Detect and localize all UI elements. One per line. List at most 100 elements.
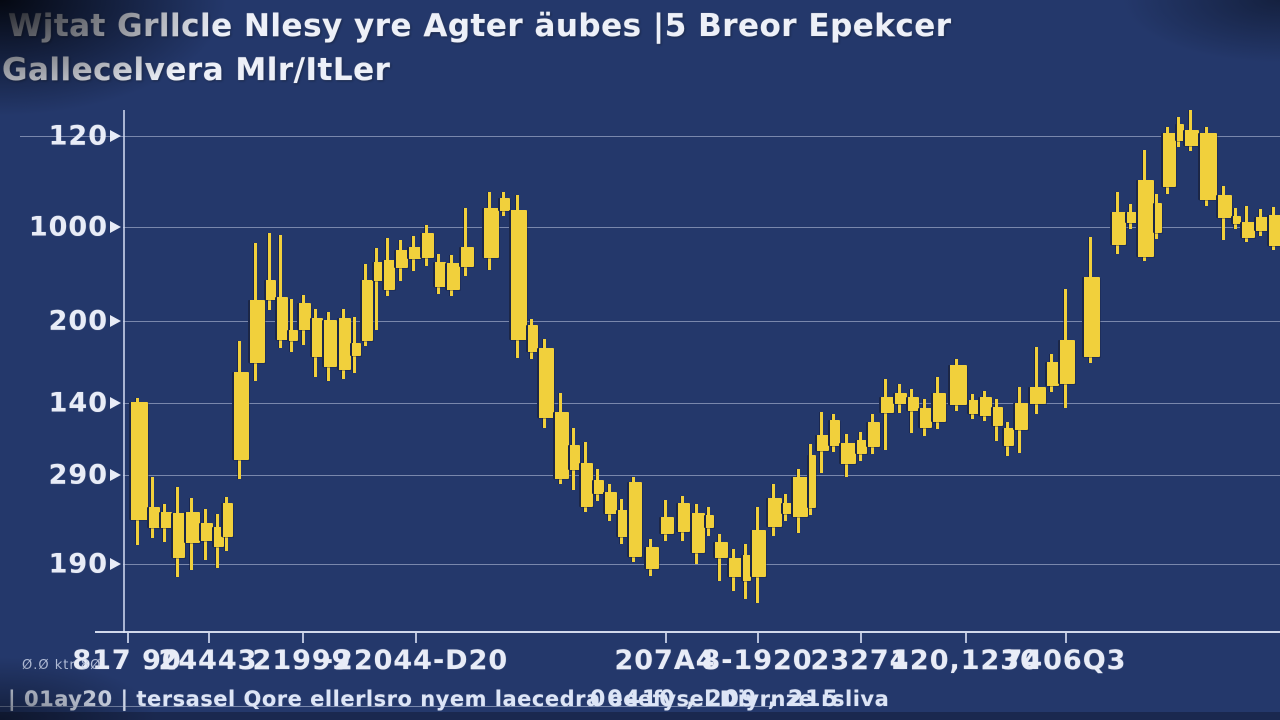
y-axis-tick-arrow-icon — [110, 558, 121, 570]
x-axis-tick-label: 8-1920 — [701, 645, 813, 676]
corner-shade-top-right — [980, 0, 1280, 120]
candlestick — [676, 503, 690, 532]
candlestick — [781, 503, 792, 514]
candlestick — [659, 517, 674, 534]
x-axis-tick-label: 120,1230 — [890, 645, 1040, 676]
y-axis-tick-label: 290 — [48, 459, 108, 491]
candlestick — [948, 365, 967, 405]
candlestick — [704, 515, 714, 528]
candlestick — [1175, 124, 1184, 141]
candlestick — [906, 397, 919, 411]
candlestick — [199, 523, 213, 541]
x-axis-tick-label: -22044-D20 — [321, 645, 509, 676]
candle-wick — [267, 233, 271, 310]
candle-wick — [1034, 347, 1038, 414]
y-axis-tick-label: 200 — [48, 305, 108, 337]
candlestick — [184, 512, 200, 543]
candlestick — [1136, 180, 1154, 257]
candlestick — [232, 372, 249, 460]
y-axis-line — [123, 110, 125, 633]
gridline — [123, 564, 1280, 565]
candlestick — [322, 320, 337, 367]
candlestick — [1058, 340, 1075, 384]
y-axis-tick-arrow-icon — [110, 315, 121, 327]
candlestick — [978, 397, 992, 416]
candlestick — [407, 247, 421, 259]
candlestick — [855, 440, 867, 454]
candlestick — [879, 397, 894, 413]
x-axis-tick — [302, 633, 304, 643]
candlestick — [967, 400, 979, 414]
y-axis-tick-label: 140 — [48, 387, 108, 419]
gridline — [123, 475, 1280, 476]
candlestick — [713, 542, 728, 558]
candlestick — [171, 513, 185, 558]
x-axis-tick — [1065, 633, 1067, 643]
y-axis-tick-arrow-icon — [110, 469, 121, 481]
x-axis-tick-label: 7406Q3 — [1003, 645, 1127, 676]
candlestick — [568, 445, 580, 470]
x-axis-line — [95, 631, 1280, 633]
candlestick — [287, 330, 298, 341]
x-axis-tick — [665, 633, 667, 643]
candlestick — [750, 530, 766, 577]
candlestick — [394, 250, 408, 268]
candlestick — [815, 435, 829, 451]
candlestick — [248, 300, 265, 363]
candle-wick — [375, 248, 378, 330]
candlestick — [350, 343, 361, 356]
candlestick — [1045, 362, 1059, 386]
candlestick — [828, 420, 840, 446]
candlestick — [1153, 203, 1162, 233]
candlestick — [482, 208, 499, 258]
candlestick — [382, 260, 395, 290]
page-title: Wjtat Grllcle Nlesy yre Agter äubes |5 B… — [8, 8, 952, 44]
candlestick — [420, 233, 434, 258]
candlestick — [553, 412, 569, 479]
candlestick — [1013, 403, 1028, 430]
candlestick — [603, 492, 617, 514]
candlestick — [129, 402, 148, 520]
candlestick — [1161, 133, 1176, 187]
x-axis-tick — [415, 633, 417, 643]
x-axis-tick — [208, 633, 210, 643]
gridline — [123, 403, 1280, 404]
candlestick — [592, 480, 604, 494]
candlestick — [221, 503, 233, 537]
candlestick — [1125, 212, 1137, 223]
x-axis-tick-label: 23274 — [810, 645, 910, 676]
candlestick — [1082, 277, 1100, 357]
candlestick — [1002, 428, 1014, 446]
candlestick — [147, 507, 160, 528]
candle-wick — [464, 208, 467, 276]
candlestick — [616, 510, 628, 537]
candlestick — [627, 482, 642, 557]
candlestick — [372, 262, 383, 281]
candlestick — [727, 558, 742, 577]
candlestick — [807, 455, 816, 508]
candlestick — [264, 280, 276, 300]
candlestick — [1110, 212, 1126, 245]
y-axis-tick-arrow-icon — [110, 130, 121, 142]
candlestick — [644, 547, 659, 569]
candlestick — [337, 318, 351, 370]
y-axis-tick-label: 190 — [48, 548, 108, 580]
candlestick — [445, 263, 460, 290]
x-axis-tick — [965, 633, 967, 643]
bottom-caption: | 01ay20 | tersasel Qore ellerlsro nyem … — [8, 687, 1272, 712]
x-axis-tick-label: 24443 — [158, 645, 258, 676]
candlestick — [526, 325, 538, 352]
page-subtitle: Gallecelvera Mlr/ItLer — [2, 52, 391, 88]
bottom-edge-shade — [0, 712, 1280, 720]
candlestick — [1216, 195, 1232, 218]
caption-values: 00410 , 209 , 215 — [590, 687, 840, 712]
candlestick — [839, 443, 856, 464]
candlestick — [766, 498, 782, 527]
candlestick — [791, 477, 808, 517]
y-axis-tick-label: 1000 — [28, 211, 108, 243]
x-axis-tick — [127, 633, 129, 643]
candlestick — [991, 407, 1003, 426]
x-axis-tick — [860, 633, 862, 643]
candlestick — [1240, 222, 1255, 238]
